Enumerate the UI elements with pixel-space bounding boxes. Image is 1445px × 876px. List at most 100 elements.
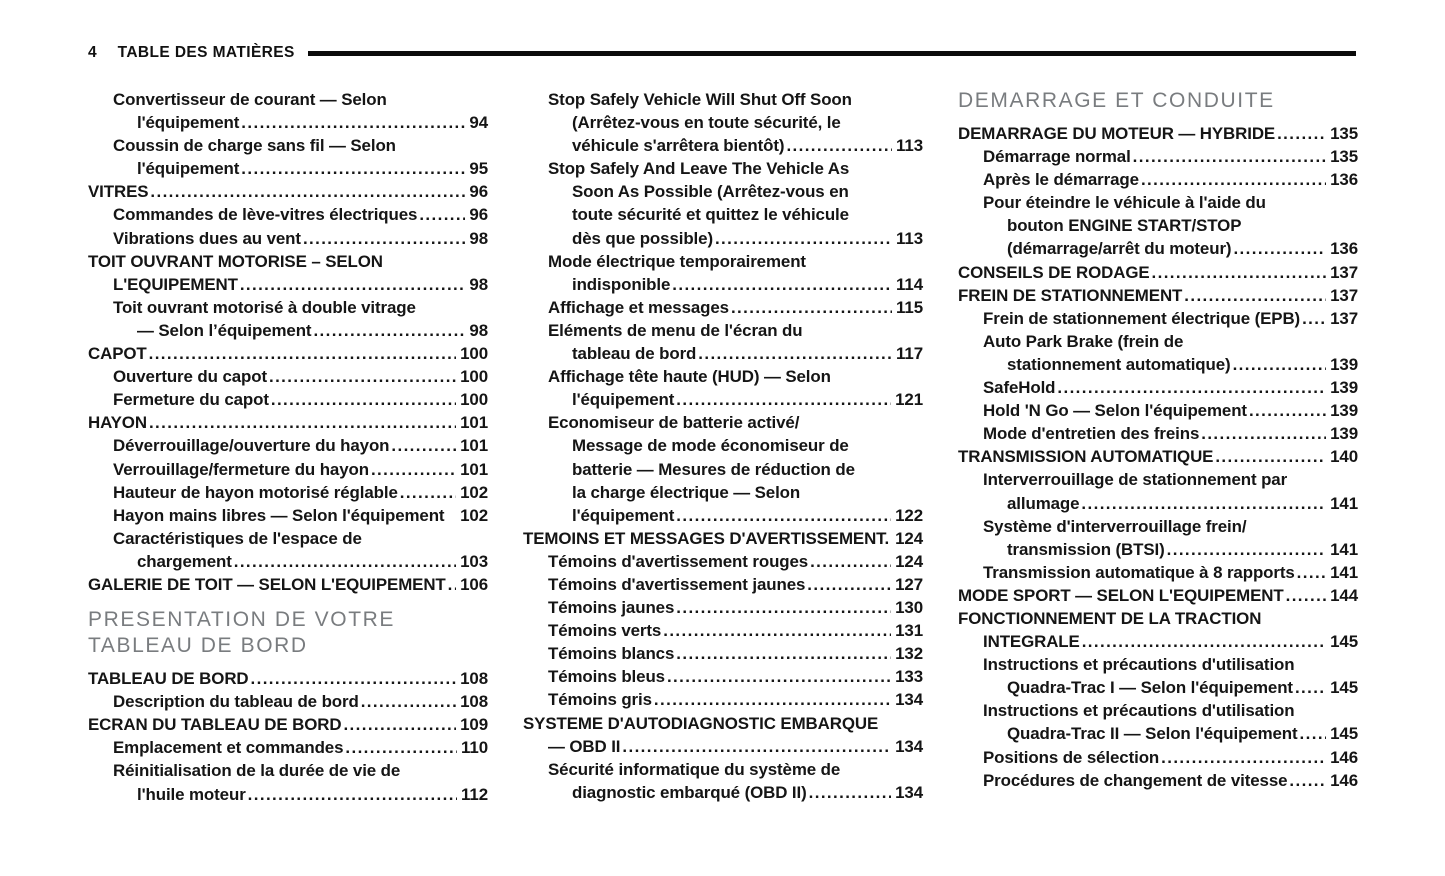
toc-entry[interactable]: Interverrouillage de stationnement par: [958, 468, 1358, 491]
toc-entry[interactable]: Système d'interverrouillage frein/: [958, 515, 1358, 538]
toc-entry[interactable]: Description du tableau de bord 108: [88, 690, 488, 713]
page-ref: 108: [460, 692, 488, 712]
toc-entry[interactable]: FREIN DE STATIONNEMENT 137: [958, 284, 1358, 307]
toc-entry[interactable]: Positions de sélection 146: [958, 746, 1358, 769]
toc-entry[interactable]: Témoins blancs 132: [523, 642, 923, 665]
toc-entry[interactable]: Affichage et messages 115: [523, 296, 923, 319]
toc-entry[interactable]: FONCTIONNEMENT DE LA TRACTION: [958, 607, 1358, 630]
toc-entry[interactable]: dès que possible) 113: [523, 227, 923, 250]
toc-entry[interactable]: CAPOT 100: [88, 342, 488, 365]
toc-entry[interactable]: indisponible 114: [523, 273, 923, 296]
toc-entry[interactable]: Hayon mains libres — Selon l'équipement 1…: [88, 504, 488, 527]
toc-entry[interactable]: SYSTEME D'AUTODIAGNOSTIC EMBARQUE: [523, 712, 923, 735]
toc-entry[interactable]: l'équipement 95: [88, 157, 488, 180]
toc-entry[interactable]: Déverrouillage/ouverture du hayon 101: [88, 434, 488, 457]
toc-entry[interactable]: Ouverture du capot 100: [88, 365, 488, 388]
dot-leader: [810, 550, 891, 573]
dot-leader: [715, 227, 892, 250]
toc-entry[interactable]: Transmission automatique à 8 rapports 141: [958, 561, 1358, 584]
toc-entry[interactable]: allumage 141: [958, 492, 1358, 515]
toc-entry[interactable]: — Selon l’équipement 98: [88, 319, 488, 342]
toc-entry[interactable]: Pour éteindre le véhicule à l'aide du: [958, 191, 1358, 214]
toc-entry[interactable]: Soon As Possible (Arrêtez-vous en: [523, 180, 923, 203]
toc-entry[interactable]: l'équipement 121: [523, 388, 923, 411]
toc-entry[interactable]: Instructions et précautions d'utilisatio…: [958, 653, 1358, 676]
toc-entry[interactable]: toute sécurité et quittez le véhicule: [523, 203, 923, 226]
page-ref: 112: [461, 784, 488, 804]
toc-entry[interactable]: (Arrêtez-vous en toute sécurité, le: [523, 111, 923, 134]
toc-entry[interactable]: Démarrage normal 135: [958, 145, 1358, 168]
toc-entry[interactable]: SafeHold 139: [958, 376, 1358, 399]
toc-entry[interactable]: DEMARRAGE DU MOTEUR — HYBRIDE 135: [958, 122, 1358, 145]
toc-entry[interactable]: GALERIE DE TOIT — SELON L'EQUIPEMENT 106: [88, 573, 488, 596]
toc-entry[interactable]: transmission (BTSI) 141: [958, 538, 1358, 561]
toc-entry[interactable]: VITRES 96: [88, 180, 488, 203]
toc-entry[interactable]: Hold 'N Go — Selon l'équipement 139: [958, 399, 1358, 422]
toc-entry[interactable]: TEMOINS ET MESSAGES D'AVERTISSEMENT. 124: [523, 527, 923, 550]
toc-entry[interactable]: Quadra-Trac II — Selon l'équipement 145: [958, 722, 1358, 745]
toc-entry[interactable]: Message de mode économiseur de: [523, 434, 923, 457]
toc-entry-text: Stop Safely And Leave The Vehicle As: [548, 159, 850, 179]
toc-entry[interactable]: Procédures de changement de vitesse 146: [958, 769, 1358, 792]
toc-entry[interactable]: diagnostic embarqué (OBD II) 134: [523, 781, 923, 804]
toc-entry[interactable]: Toit ouvrant motorisé à double vitrage: [88, 296, 488, 319]
toc-entry[interactable]: — OBD II 134: [523, 735, 923, 758]
toc-entry[interactable]: Emplacement et commandes 110: [88, 736, 488, 759]
toc-entry[interactable]: bouton ENGINE START/STOP: [958, 214, 1358, 237]
toc-entry[interactable]: véhicule s'arrêtera bientôt) 113: [523, 134, 923, 157]
toc-entry[interactable]: Témoins d'avertissement jaunes 127: [523, 573, 923, 596]
toc-entry[interactable]: tableau de bord 117: [523, 342, 923, 365]
toc-entry[interactable]: Après le démarrage 136: [958, 168, 1358, 191]
toc-entry[interactable]: Economiseur de batterie activé/: [523, 411, 923, 434]
toc-entry[interactable]: HAYON 101: [88, 411, 488, 434]
toc-entry[interactable]: Verrouillage/fermeture du hayon 101: [88, 458, 488, 481]
section-heading: DEMARRAGE ET CONDUITE: [958, 88, 1358, 114]
toc-entry[interactable]: (démarrage/arrêt du moteur) 136: [958, 237, 1358, 260]
toc-entry[interactable]: L'EQUIPEMENT 98: [88, 273, 488, 296]
toc-entry[interactable]: TRANSMISSION AUTOMATIQUE 140: [958, 445, 1358, 468]
page-ref: 135: [1330, 147, 1358, 167]
page-ref: 98: [469, 228, 488, 248]
page-ref: 100: [460, 390, 488, 410]
toc-entry[interactable]: stationnement automatique) 139: [958, 353, 1358, 376]
toc-entry[interactable]: l'huile moteur 112: [88, 783, 488, 806]
toc-entry[interactable]: Mode d'entretien des freins 139: [958, 422, 1358, 445]
toc-entry[interactable]: Hauteur de hayon motorisé réglable 102: [88, 481, 488, 504]
toc-entry[interactable]: Instructions et précautions d'utilisatio…: [958, 699, 1358, 722]
toc-entry[interactable]: chargement 103: [88, 550, 488, 573]
toc-entry[interactable]: Réinitialisation de la durée de vie de: [88, 759, 488, 782]
toc-entry[interactable]: TABLEAU DE BORD 108: [88, 667, 488, 690]
toc-entry[interactable]: la charge électrique — Selon: [523, 481, 923, 504]
toc-entry[interactable]: Coussin de charge sans fil — Selon: [88, 134, 488, 157]
toc-entry[interactable]: l'équipement 122: [523, 504, 923, 527]
toc-entry[interactable]: Commandes de lève-vitres électriques 96: [88, 203, 488, 226]
toc-entry[interactable]: Sécurité informatique du système de: [523, 758, 923, 781]
toc-entry[interactable]: Mode électrique temporairement: [523, 250, 923, 273]
toc-entry[interactable]: Stop Safely Vehicle Will Shut Off Soon: [523, 88, 923, 111]
toc-entry[interactable]: Témoins jaunes 130: [523, 596, 923, 619]
toc-entry[interactable]: Auto Park Brake (frein de: [958, 330, 1358, 353]
toc-entry[interactable]: Frein de stationnement électrique (EPB) 1…: [958, 307, 1358, 330]
toc-entry[interactable]: l'équipement 94: [88, 111, 488, 134]
toc-entry[interactable]: ECRAN DU TABLEAU DE BORD 109: [88, 713, 488, 736]
toc-entry[interactable]: Eléments de menu de l'écran du: [523, 319, 923, 342]
toc-entry[interactable]: Témoins verts 131: [523, 619, 923, 642]
toc-entry[interactable]: Caractéristiques de l'espace de: [88, 527, 488, 550]
toc-entry[interactable]: INTEGRALE 145: [958, 630, 1358, 653]
toc-entry[interactable]: Témoins d'avertissement rouges 124: [523, 550, 923, 573]
toc-entry[interactable]: Convertisseur de courant — Selon: [88, 88, 488, 111]
toc-entry[interactable]: TOIT OUVRANT MOTORISE – SELON: [88, 250, 488, 273]
toc-entry[interactable]: Stop Safely And Leave The Vehicle As: [523, 157, 923, 180]
toc-entry[interactable]: Vibrations dues au vent 98: [88, 227, 488, 250]
toc-entry[interactable]: Témoins bleus 133: [523, 665, 923, 688]
toc-entry[interactable]: CONSEILS DE RODAGE 137: [958, 261, 1358, 284]
toc-entry-text: Témoins verts: [548, 621, 662, 641]
toc-entry-text: Hayon mains libres — Selon l'équipement: [113, 505, 445, 525]
toc-entry[interactable]: Témoins gris 134: [523, 688, 923, 711]
toc-entry[interactable]: Affichage tête haute (HUD) — Selon: [523, 365, 923, 388]
toc-entry[interactable]: batterie — Mesures de réduction de: [523, 458, 923, 481]
toc-entry[interactable]: Quadra-Trac I — Selon l'équipement 145: [958, 676, 1358, 699]
toc-entry-text: TABLEAU DE BORD: [88, 669, 249, 689]
toc-entry[interactable]: Fermeture du capot 100: [88, 388, 488, 411]
toc-entry[interactable]: MODE SPORT — SELON L'EQUIPEMENT 144: [958, 584, 1358, 607]
